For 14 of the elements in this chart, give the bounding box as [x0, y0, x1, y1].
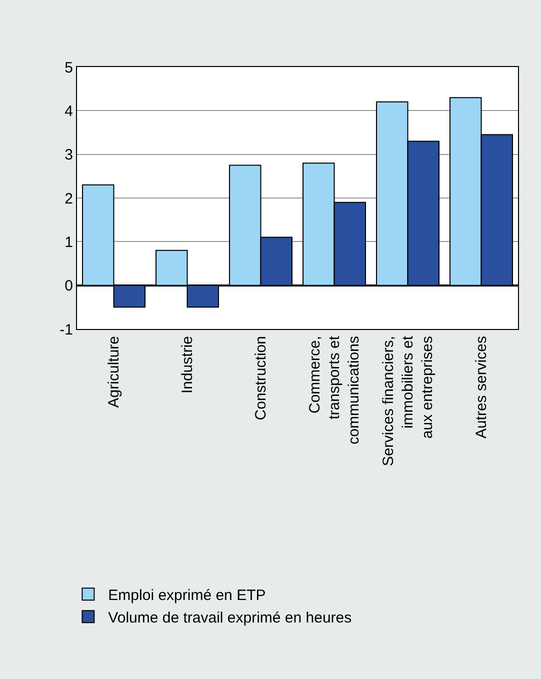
y-tick-label: 3 — [64, 146, 73, 164]
y-tick-label: 4 — [64, 102, 73, 120]
y-tick-label: 2 — [64, 190, 73, 208]
y-tick-label: -1 — [60, 321, 73, 338]
y-tick-label: 1 — [64, 234, 73, 251]
x-tick-label: Industrie — [179, 336, 196, 394]
x-tick-label: Construction — [252, 336, 270, 420]
y-tick-label: 0 — [64, 278, 73, 295]
y-tick-label: 5 — [64, 59, 73, 76]
x-tick-label: Agriculture — [106, 336, 123, 408]
legend-label: Volume de travail exprimé en heures — [108, 610, 352, 626]
legend-label: Emploi exprimé en ETP — [108, 587, 266, 604]
x-tick-label: Autres services — [473, 336, 490, 439]
x-tick-label: Commerce, transports et communications — [306, 335, 363, 444]
